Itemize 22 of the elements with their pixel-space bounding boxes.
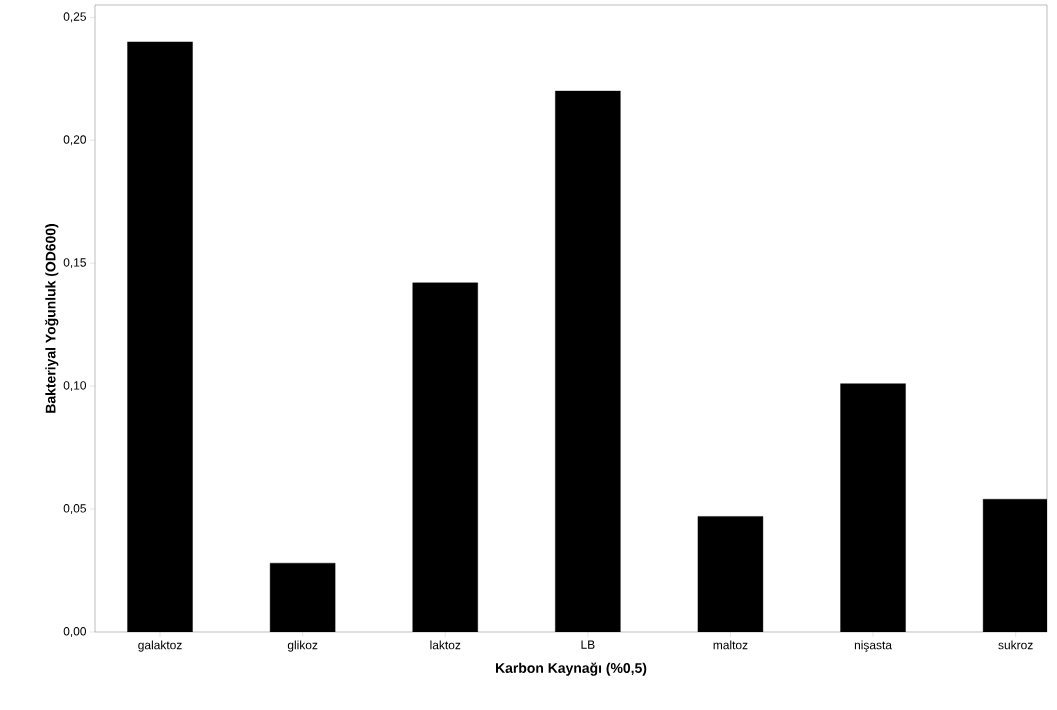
bar: [555, 90, 621, 632]
x-tick-label: nişasta: [854, 640, 892, 652]
x-tick-label: laktoz: [430, 640, 461, 650]
bar: [697, 516, 764, 632]
bar: [127, 41, 193, 632]
x-tick-label: glikoz: [287, 640, 318, 652]
bar: [982, 499, 1048, 632]
bar: [412, 282, 478, 632]
x-tick-label: sukroz: [998, 640, 1033, 650]
x-axis-title: Karbon Kaynağı (%0,5): [495, 662, 647, 676]
y-tick-label: 0,00: [63, 627, 87, 637]
y-tick-label: 0,25: [63, 12, 86, 23]
y-tick-label: 0,10: [63, 381, 87, 392]
bar: [269, 562, 336, 632]
y-axis-title: Bakteriyal Yoğunluk (OD600): [45, 223, 59, 413]
y-tick-label: 0,20: [63, 135, 87, 146]
bar: [840, 383, 906, 632]
x-tick-label: LB: [581, 640, 595, 649]
x-tick-label: galaktoz: [138, 640, 182, 652]
y-tick-label: 0,05: [63, 504, 86, 514]
x-tick-label: maltoz: [713, 640, 748, 650]
y-tick-label: 0,15: [63, 258, 86, 269]
